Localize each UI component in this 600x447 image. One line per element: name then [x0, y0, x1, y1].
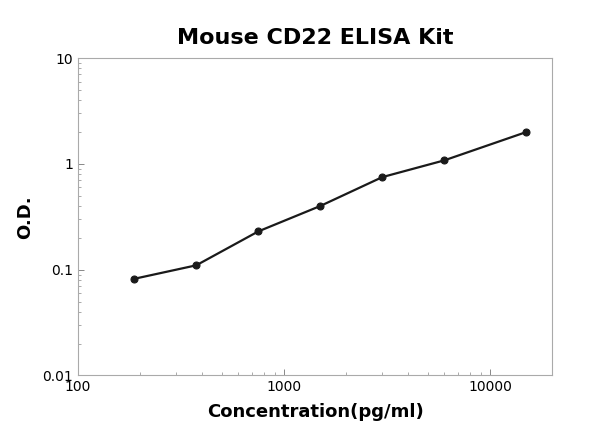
- X-axis label: Concentration(pg/ml): Concentration(pg/ml): [206, 403, 424, 421]
- Title: Mouse CD22 ELISA Kit: Mouse CD22 ELISA Kit: [177, 28, 453, 48]
- Y-axis label: O.D.: O.D.: [16, 195, 34, 239]
